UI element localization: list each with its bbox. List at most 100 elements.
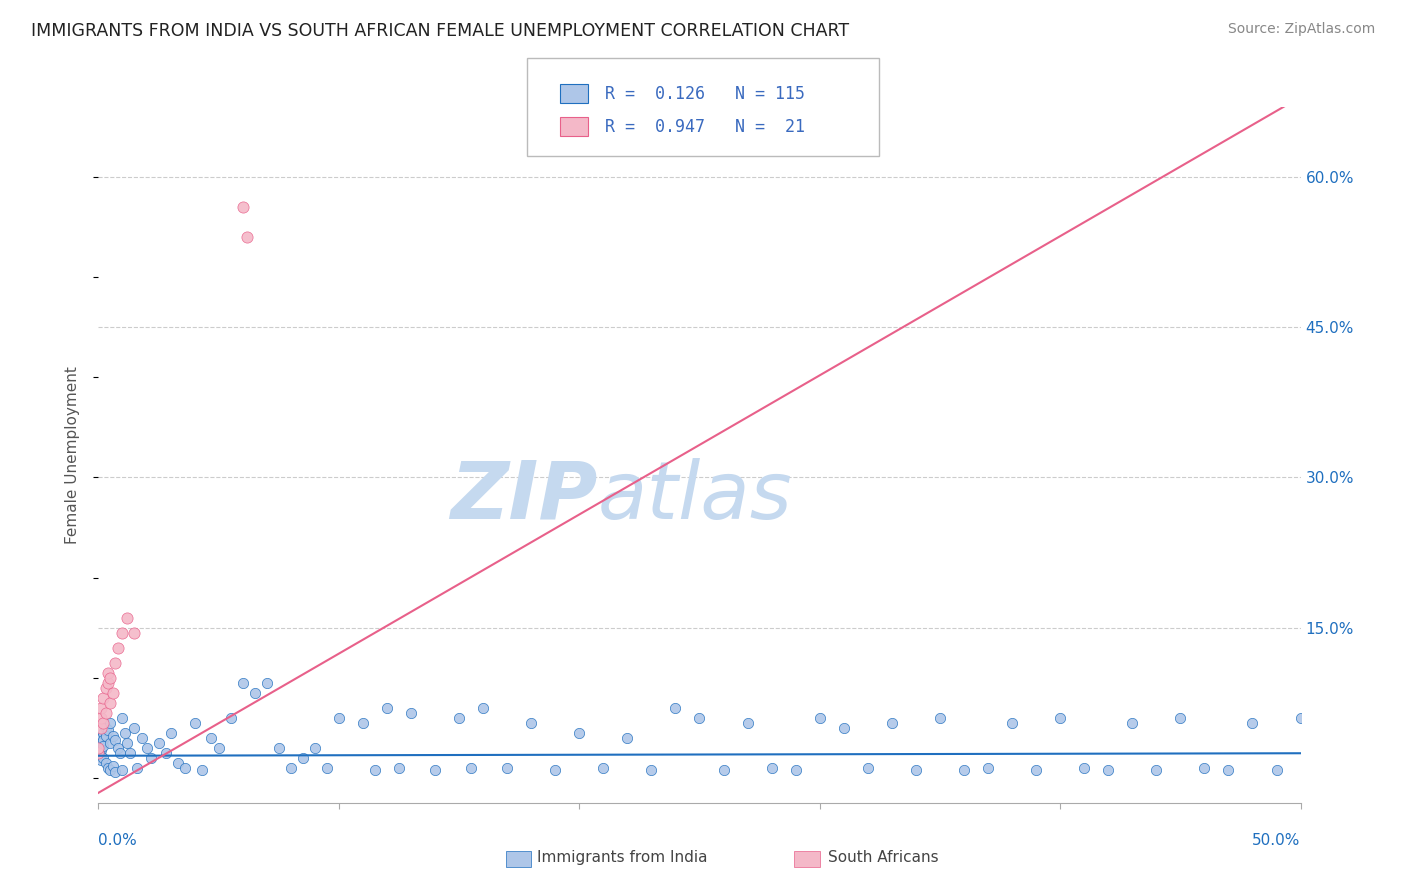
Point	[94, 721, 117, 735]
Point	[97, 723, 120, 737]
Point	[928, 711, 950, 725]
Point	[174, 761, 197, 775]
Point	[785, 763, 807, 777]
Point	[1049, 711, 1071, 725]
Point	[208, 740, 231, 755]
Point	[135, 740, 157, 755]
Point	[117, 736, 139, 750]
Point	[100, 736, 122, 750]
Point	[364, 763, 387, 777]
Point	[111, 763, 134, 777]
Point	[592, 761, 614, 775]
Point	[155, 746, 177, 760]
Point	[91, 690, 114, 705]
Point	[737, 715, 759, 730]
Point	[114, 725, 136, 739]
Point	[267, 740, 290, 755]
Text: atlas: atlas	[598, 458, 792, 536]
Point	[568, 725, 591, 739]
Point	[977, 761, 1000, 775]
Point	[232, 675, 254, 690]
Point	[243, 686, 266, 700]
Point	[104, 764, 127, 779]
Text: ZIP: ZIP	[450, 458, 598, 536]
Point	[1218, 763, 1240, 777]
Point	[101, 758, 124, 772]
Point	[496, 761, 519, 775]
Point	[291, 750, 314, 764]
Point	[832, 721, 855, 735]
Point	[315, 761, 337, 775]
Point	[544, 763, 567, 777]
Point	[90, 753, 112, 767]
Text: Source: ZipAtlas.com: Source: ZipAtlas.com	[1227, 22, 1375, 37]
Point	[94, 729, 117, 743]
Point	[1361, 715, 1384, 730]
Point	[90, 731, 112, 745]
Text: IMMIGRANTS FROM INDIA VS SOUTH AFRICAN FEMALE UNEMPLOYMENT CORRELATION CHART: IMMIGRANTS FROM INDIA VS SOUTH AFRICAN F…	[31, 22, 849, 40]
Point	[97, 675, 120, 690]
Point	[1073, 761, 1095, 775]
Point	[200, 731, 222, 745]
Point	[472, 700, 495, 714]
Text: R =  0.126   N = 115: R = 0.126 N = 115	[605, 85, 804, 103]
Point	[388, 761, 411, 775]
Point	[616, 731, 638, 745]
Point	[87, 740, 110, 755]
Point	[1097, 763, 1119, 777]
Point	[94, 756, 117, 770]
Point	[104, 732, 127, 747]
Point	[689, 711, 711, 725]
Point	[423, 763, 446, 777]
Point	[808, 711, 831, 725]
Point	[236, 230, 259, 244]
Point	[91, 732, 114, 747]
Text: 50.0%: 50.0%	[1253, 833, 1301, 847]
Point	[183, 715, 205, 730]
Point	[148, 736, 170, 750]
Point	[191, 763, 214, 777]
Point	[328, 711, 350, 725]
Point	[953, 763, 976, 777]
Point	[1337, 763, 1360, 777]
Point	[107, 740, 129, 755]
Point	[87, 740, 110, 755]
Point	[90, 748, 112, 763]
Point	[1170, 711, 1192, 725]
Point	[100, 715, 122, 730]
Point	[520, 715, 543, 730]
Point	[447, 711, 470, 725]
Point	[904, 763, 927, 777]
Point	[232, 200, 254, 214]
Point	[304, 740, 326, 755]
Point	[104, 656, 127, 670]
Point	[101, 686, 124, 700]
Point	[100, 671, 122, 685]
Point	[640, 763, 662, 777]
Point	[1025, 763, 1047, 777]
Point	[1265, 763, 1288, 777]
Point	[125, 761, 148, 775]
Point	[107, 640, 129, 655]
Point	[111, 711, 134, 725]
Point	[117, 610, 139, 624]
Point	[1241, 715, 1264, 730]
Point	[108, 746, 131, 760]
Text: R =  0.947   N =  21: R = 0.947 N = 21	[605, 118, 804, 136]
Point	[352, 715, 374, 730]
Point	[1313, 761, 1336, 775]
Point	[94, 681, 117, 695]
Point	[91, 739, 114, 753]
Point	[124, 721, 146, 735]
Text: 0.0%: 0.0%	[98, 833, 138, 847]
Point	[91, 715, 114, 730]
Point	[159, 725, 181, 739]
Point	[94, 706, 117, 720]
Point	[87, 746, 110, 760]
Point	[219, 711, 242, 725]
Point	[90, 711, 112, 725]
Point	[713, 763, 735, 777]
Point	[124, 625, 146, 640]
Point	[1001, 715, 1024, 730]
Point	[1144, 763, 1167, 777]
